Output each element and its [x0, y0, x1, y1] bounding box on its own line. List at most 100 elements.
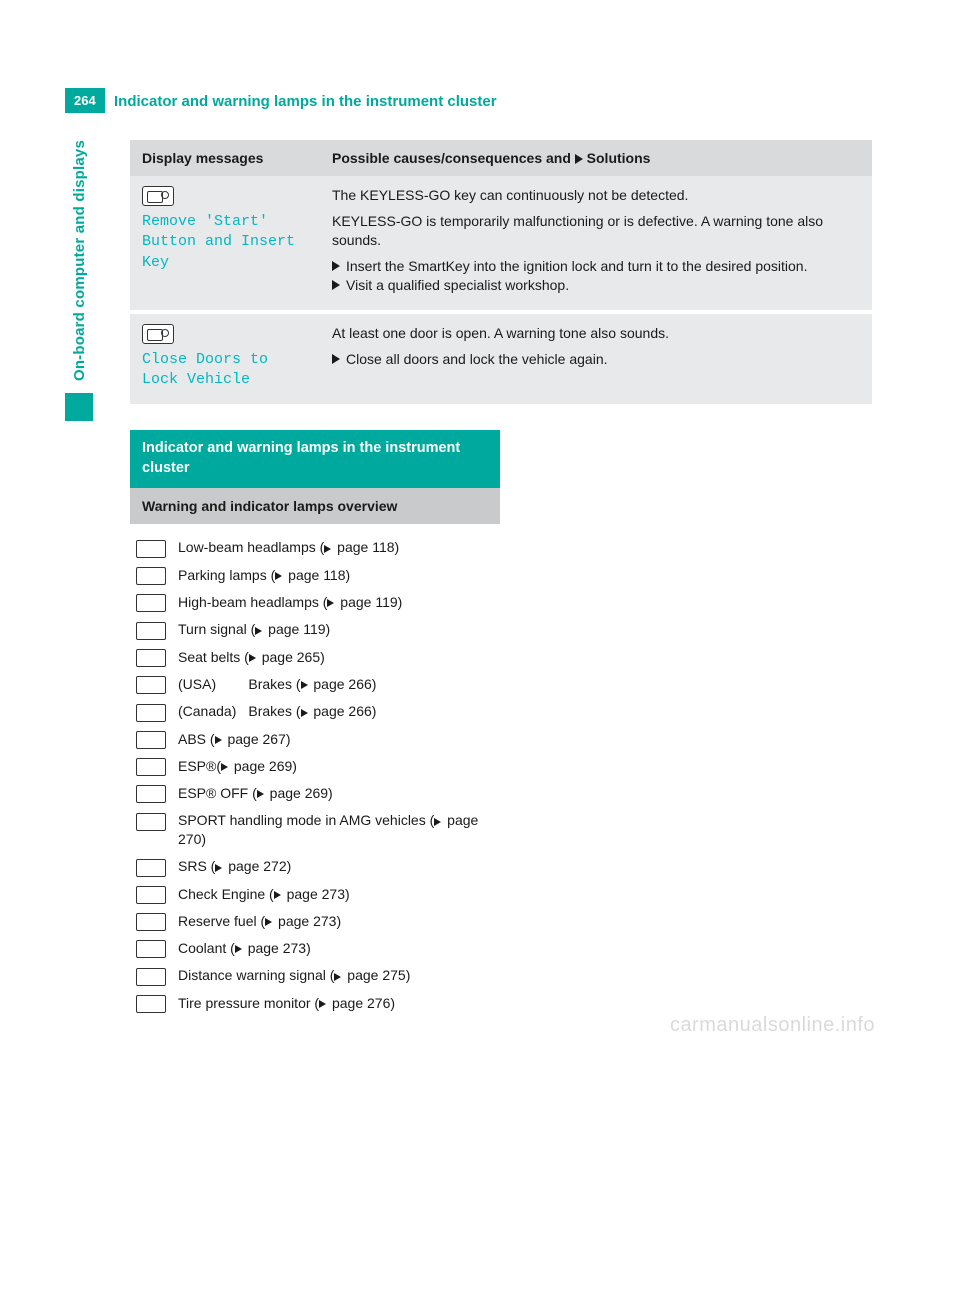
lamp-icon [136, 859, 166, 877]
lamp-page-ref: page 272) [224, 858, 291, 874]
table-row: SPORT handling mode in AMG vehicles ( pa… [130, 807, 500, 853]
lamp-page-ref: page 275) [343, 967, 410, 983]
lamp-page-ref: page 273) [274, 913, 341, 929]
lamp-page-ref: page 269) [230, 758, 297, 774]
lamp-desc-prefix: Distance warning signal ( [178, 967, 334, 983]
lamp-desc-prefix: SPORT handling mode in AMG vehicles ( [178, 812, 434, 828]
lamp-desc-prefix: Brakes ( [248, 703, 300, 719]
table-row: Close Doors to Lock VehicleAt least one … [130, 312, 872, 405]
lamp-icon-cell [130, 908, 172, 935]
lamp-desc-prefix: Seat belts ( [178, 649, 249, 665]
solution-text: Visit a qualified specialist workshop. [346, 276, 569, 296]
table-row: (Canada)Brakes ( page 266) [130, 698, 500, 725]
solution-bullet: Insert the SmartKey into the ignition lo… [332, 257, 860, 277]
lamp-desc-prefix: Reserve fuel ( [178, 913, 265, 929]
lamp-icon [136, 813, 166, 831]
triangle-icon [221, 763, 228, 771]
solution-text: Close all doors and lock the vehicle aga… [346, 350, 608, 370]
triangle-icon [301, 681, 308, 689]
display-message-cell: Remove 'Start' Button and Insert Key [130, 176, 320, 312]
solution-cell: The KEYLESS-GO key can continuously not … [320, 176, 872, 312]
lamp-icon [136, 731, 166, 749]
lamp-icon-cell [130, 534, 172, 561]
lamp-icon-cell [130, 990, 172, 1017]
lamp-page-ref: page 119) [336, 594, 402, 610]
triangle-icon [319, 1000, 326, 1008]
lamp-icon [136, 940, 166, 958]
sub-section-header: Warning and indicator lamps overview [130, 488, 500, 525]
lamp-description: Parking lamps ( page 118) [172, 562, 500, 589]
lamp-description: SRS ( page 272) [172, 853, 500, 880]
solution-bullet: Visit a qualified specialist workshop. [332, 276, 860, 296]
lamp-description: Coolant ( page 273) [172, 935, 500, 962]
lamp-page-ref: page 119) [264, 621, 330, 637]
section-header: Indicator and warning lamps in the instr… [130, 430, 500, 487]
lamp-desc-prefix: Coolant ( [178, 940, 235, 956]
col-header-prefix: Possible causes/consequences and [332, 150, 575, 166]
lamp-icon-cell [130, 562, 172, 589]
table-row: Low-beam headlamps ( page 118) [130, 534, 500, 561]
table-row: (USA)Brakes ( page 266) [130, 671, 500, 698]
triangle-icon [265, 918, 272, 926]
table-row: Coolant ( page 273) [130, 935, 500, 962]
col-header-solutions: Possible causes/consequences and Solutio… [320, 140, 872, 176]
triangle-icon [332, 280, 340, 290]
table-row: Check Engine ( page 273) [130, 881, 500, 908]
lamp-location: (Canada) [172, 698, 242, 725]
lamp-desc-prefix: Low-beam headlamps ( [178, 539, 324, 555]
display-message-cell: Close Doors to Lock Vehicle [130, 312, 320, 405]
lamp-icon-cell [130, 726, 172, 753]
lamp-icon [136, 622, 166, 640]
lamp-page-ref: page 266) [310, 703, 377, 719]
lamp-icon [136, 995, 166, 1013]
side-tab-label: On-board computer and displays [71, 140, 88, 381]
solution-bullet: Close all doors and lock the vehicle aga… [332, 350, 860, 370]
table-row: Remove 'Start' Button and Insert Key The … [130, 176, 872, 312]
lamp-desc-prefix: Parking lamps ( [178, 567, 275, 583]
lamp-description: Tire pressure monitor ( page 276) [172, 990, 500, 1017]
lamp-icon-cell [130, 853, 172, 880]
lamp-page-ref: page 276) [328, 995, 395, 1011]
lamp-description: Low-beam headlamps ( page 118) [172, 534, 500, 561]
triangle-icon [215, 736, 222, 744]
lamp-desc-prefix: Turn signal ( [178, 621, 255, 637]
table-row: Seat belts ( page 265) [130, 644, 500, 671]
lamp-icon [136, 676, 166, 694]
page-title: Indicator and warning lamps in the instr… [114, 88, 497, 115]
display-messages-table: Display messages Possible causes/consequ… [130, 140, 872, 404]
lamp-desc-prefix: Tire pressure monitor ( [178, 995, 319, 1011]
lamp-icon-cell [130, 935, 172, 962]
lamp-page-ref: page 273) [283, 886, 350, 902]
lamp-icon [136, 913, 166, 931]
triangle-icon [275, 572, 282, 580]
lamp-icon [136, 567, 166, 585]
triangle-icon [332, 354, 340, 364]
col-header-display: Display messages [130, 140, 320, 176]
lamp-description: Distance warning signal ( page 275) [172, 962, 500, 989]
table-row: Reserve fuel ( page 273) [130, 908, 500, 935]
lamp-icon [136, 594, 166, 612]
triangle-icon [249, 654, 256, 662]
lamp-desc-prefix: ESP®( [178, 758, 221, 774]
display-message-text: Close Doors to Lock Vehicle [142, 350, 308, 391]
key-icon [142, 186, 174, 206]
lamp-description: High-beam headlamps ( page 119) [172, 589, 500, 616]
lamp-icon-cell [130, 807, 172, 853]
lamp-description: ESP® OFF ( page 269) [172, 780, 500, 807]
side-tab-block [65, 393, 93, 421]
lamp-description: SPORT handling mode in AMG vehicles ( pa… [172, 807, 500, 853]
table-row: Distance warning signal ( page 275) [130, 962, 500, 989]
lamp-icon-cell [130, 616, 172, 643]
lamp-icon-cell [130, 589, 172, 616]
lamp-description: Reserve fuel ( page 273) [172, 908, 500, 935]
triangle-icon [257, 790, 264, 798]
triangle-icon [434, 818, 441, 826]
lamp-description: Brakes ( page 266) [242, 698, 500, 725]
lamp-icon-cell [130, 881, 172, 908]
lamp-desc-prefix: Check Engine ( [178, 886, 274, 902]
lamp-page-ref: page 118) [284, 567, 350, 583]
lamp-description: Brakes ( page 266) [242, 671, 500, 698]
lamp-icon-cell [130, 780, 172, 807]
lamp-icon [136, 649, 166, 667]
cause-text: The KEYLESS-GO key can continuously not … [332, 186, 860, 206]
